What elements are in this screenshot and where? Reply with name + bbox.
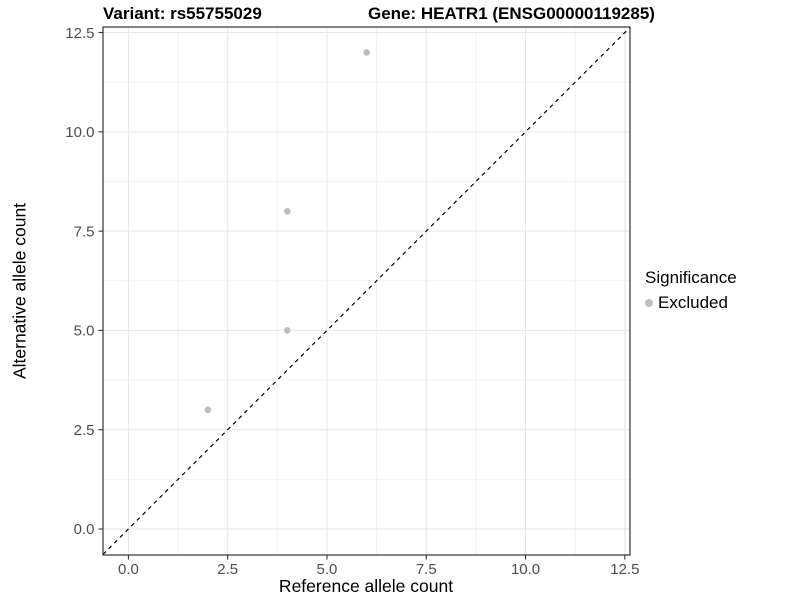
panel-border [102, 26, 631, 556]
x-tick-label: 7.5 [416, 561, 437, 578]
y-tick-label: 12.5 [65, 25, 94, 42]
y-tick-label: 7.5 [74, 223, 95, 240]
x-tick-label: 12.5 [610, 561, 639, 578]
y-axis-title: Alternative allele count [9, 202, 30, 380]
data-point [204, 406, 212, 414]
legend-title: Significance [645, 268, 737, 287]
x-tick-label: 5.0 [317, 561, 338, 578]
legend-point-icon [645, 299, 653, 307]
y-tick-label: 0.0 [74, 521, 95, 538]
data-point [363, 49, 370, 56]
legend: Significance Excluded [645, 268, 737, 313]
x-tick-label: 10.0 [511, 561, 540, 578]
data-point [283, 327, 291, 334]
plot-title-variant: Variant: rs55755029 [103, 4, 262, 23]
plot-title-gene: Gene: HEATR1 (ENSG00000119285) [368, 4, 655, 23]
x-tick-label: 0.0 [118, 561, 139, 578]
y-tick-label: 2.5 [74, 422, 95, 439]
y-tick-label: 5.0 [74, 323, 95, 340]
x-tick-label: 2.5 [217, 561, 238, 578]
x-axis-title: Reference allele count [278, 576, 454, 596]
y-tick-label: 10.0 [65, 124, 94, 141]
identity-line [102, 26, 631, 555]
legend-item-label: Excluded [658, 293, 728, 312]
data-point [283, 207, 291, 215]
legend-item-excluded: Excluded [645, 293, 737, 313]
